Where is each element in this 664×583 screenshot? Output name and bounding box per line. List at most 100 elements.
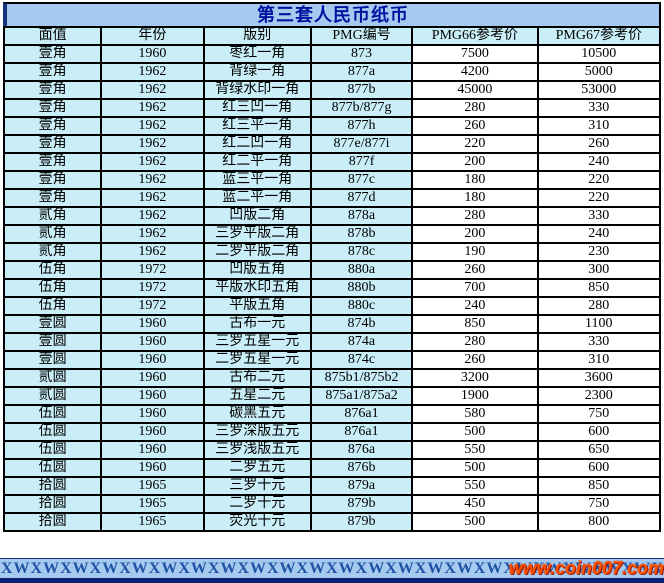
price-table: 面值 年份 版别 PMG编号 PMG66参考价 PMG67参考价 壹角 1960 枣…: [2, 26, 662, 532]
table-row: 壹圆 1960 三罗五星一元 874a 280 330: [2, 332, 662, 352]
cell-denomination: 壹圆: [2, 350, 103, 370]
cell-pmg66-price: 1900: [411, 386, 539, 406]
cell-year: 1965: [100, 512, 205, 532]
table-row: 壹角 1962 背绿水印一角 877b 45000 53000: [2, 80, 662, 100]
cell-pmg-number: 877a: [309, 62, 414, 82]
cell-pmg-number: 876a1: [309, 404, 414, 424]
cell-year: 1962: [100, 206, 205, 226]
cell-pmg67-price: 850: [536, 278, 662, 298]
cell-pmg66-price: 280: [411, 206, 539, 226]
cell-variety: 古布一元: [202, 314, 312, 334]
cell-variety: 蓝二平一角: [202, 188, 312, 208]
cell-denomination: 壹角: [2, 152, 103, 172]
cell-year: 1960: [100, 44, 205, 64]
cell-variety: 荧光十元: [202, 512, 312, 532]
table-row: 伍圆 1960 碳黑五元 876a1 580 750: [2, 404, 662, 424]
cell-pmg66-price: 580: [411, 404, 539, 424]
cell-pmg67-price: 330: [536, 206, 662, 226]
cell-pmg67-price: 230: [536, 242, 662, 262]
cell-pmg-number: 877b: [309, 80, 414, 100]
cell-pmg67-price: 10500: [536, 44, 662, 64]
cell-pmg-number: 874a: [309, 332, 414, 352]
cell-pmg-number: 874b: [309, 314, 414, 334]
table-row: 伍圆 1960 三罗浅版五元 876a 550 650: [2, 440, 662, 460]
cell-variety: 三罗十元: [202, 476, 312, 496]
cell-pmg66-price: 550: [411, 476, 539, 496]
cell-pmg-number: 880c: [309, 296, 414, 316]
cell-year: 1962: [100, 188, 205, 208]
cell-pmg67-price: 600: [536, 422, 662, 442]
cell-pmg67-price: 53000: [536, 80, 662, 100]
cell-denomination: 壹角: [2, 80, 103, 100]
cell-year: 1960: [100, 350, 205, 370]
cell-variety: 红三凹一角: [202, 98, 312, 118]
column-header-pmg67-price: PMG67参考价: [536, 26, 662, 46]
table-header: 面值 年份 版别 PMG编号 PMG66参考价 PMG67参考价: [2, 26, 662, 46]
cell-year: 1962: [100, 62, 205, 82]
cell-year: 1960: [100, 404, 205, 424]
watermark-url: www.coin007.com: [508, 558, 664, 578]
cell-pmg67-price: 300: [536, 260, 662, 280]
cell-year: 1965: [100, 476, 205, 496]
cell-variety: 红三平一角: [202, 116, 312, 136]
cell-variety: 碳黑五元: [202, 404, 312, 424]
cell-pmg66-price: 200: [411, 152, 539, 172]
table-row: 贰角 1962 二罗平版二角 878c 190 230: [2, 242, 662, 262]
table-row: 伍圆 1960 三罗深版五元 876a1 500 600: [2, 422, 662, 442]
cell-variety: 五星二元: [202, 386, 312, 406]
cell-denomination: 伍角: [2, 296, 103, 316]
table-row: 拾圆 1965 三罗十元 879a 550 850: [2, 476, 662, 496]
cell-year: 1960: [100, 368, 205, 388]
table-row: 壹角 1962 红三平一角 877h 260 310: [2, 116, 662, 136]
table-row: 伍角 1972 凹版五角 880a 260 300: [2, 260, 662, 280]
cell-variety: 凹版二角: [202, 206, 312, 226]
cell-pmg-number: 873: [309, 44, 414, 64]
cell-pmg66-price: 190: [411, 242, 539, 262]
cell-pmg66-price: 260: [411, 260, 539, 280]
cell-pmg67-price: 650: [536, 440, 662, 460]
cell-variety: 古布二元: [202, 368, 312, 388]
cell-pmg-number: 878b: [309, 224, 414, 244]
decorative-footer: XWXWXWXWXWXWXWXWXWXWXWXWXWXWXWXWXWXWXWXW…: [0, 558, 664, 583]
cell-pmg-number: 877d: [309, 188, 414, 208]
cell-year: 1960: [100, 386, 205, 406]
cell-variety: 背绿水印一角: [202, 80, 312, 100]
cell-denomination: 伍圆: [2, 422, 103, 442]
cell-denomination: 拾圆: [2, 476, 103, 496]
cell-variety: 三罗平版二角: [202, 224, 312, 244]
cell-pmg66-price: 550: [411, 440, 539, 460]
cell-pmg-number: 877b/877g: [309, 98, 414, 118]
column-header-pmg66-price: PMG66参考价: [411, 26, 539, 46]
price-table-body: 壹角 1960 枣红一角 873 7500 10500 壹角 1962 背绿一角 877a 4200…: [2, 44, 662, 532]
table-row: 壹角 1960 枣红一角 873 7500 10500: [2, 44, 662, 64]
cell-pmg-number: 878c: [309, 242, 414, 262]
cell-denomination: 伍圆: [2, 458, 103, 478]
page-title: 第三套人民币纸币: [3, 2, 661, 26]
cell-variety: 平版五角: [202, 296, 312, 316]
cell-pmg67-price: 3600: [536, 368, 662, 388]
cell-pmg66-price: 220: [411, 134, 539, 154]
cell-pmg-number: 880a: [309, 260, 414, 280]
cell-pmg67-price: 1100: [536, 314, 662, 334]
table-row: 贰圆 1960 五星二元 875a1/875a2 1900 2300: [2, 386, 662, 406]
table-row: 拾圆 1965 二罗十元 879b 450 750: [2, 494, 662, 514]
cell-pmg67-price: 2300: [536, 386, 662, 406]
column-header-year: 年份: [100, 26, 205, 46]
table-row: 伍角 1972 平版水印五角 880b 700 850: [2, 278, 662, 298]
cell-pmg-number: 880b: [309, 278, 414, 298]
table-row: 贰角 1962 凹版二角 878a 280 330: [2, 206, 662, 226]
cell-pmg67-price: 800: [536, 512, 662, 532]
cell-pmg66-price: 7500: [411, 44, 539, 64]
cell-pmg67-price: 600: [536, 458, 662, 478]
cell-variety: 背绿一角: [202, 62, 312, 82]
cell-year: 1965: [100, 494, 205, 514]
cell-denomination: 伍角: [2, 278, 103, 298]
table-row: 伍角 1972 平版五角 880c 240 280: [2, 296, 662, 316]
cell-denomination: 壹圆: [2, 332, 103, 352]
cell-pmg66-price: 260: [411, 350, 539, 370]
footer-zigzag-pattern: XWXWXWXWXWXWXWXWXWXWXWXWXWXWXWXWXWXWXWXW…: [1, 560, 664, 577]
cell-pmg66-price: 500: [411, 422, 539, 442]
cell-denomination: 壹角: [2, 62, 103, 82]
table-row: 壹角 1962 红二凹一角 877e/877i 220 260: [2, 134, 662, 154]
